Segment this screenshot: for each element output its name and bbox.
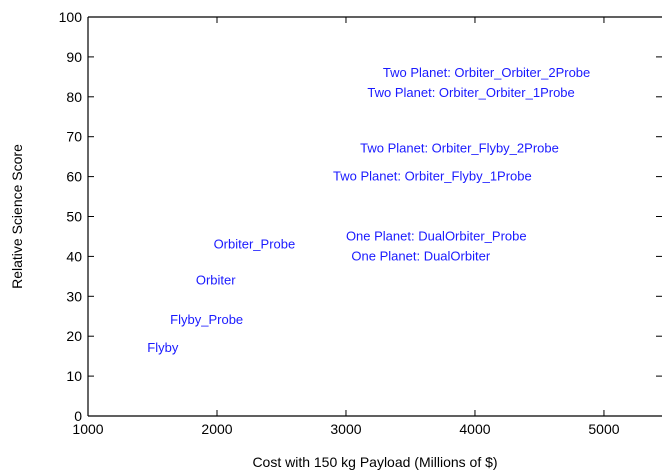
data-point-label: One Planet: DualOrbiter_Probe [346,228,527,243]
y-axis-ticks: 0 10 20 30 40 50 60 70 80 90 100 [59,9,662,424]
x-tick-label: 4000 [459,421,490,437]
point-labels: Flyby Flyby_Probe Orbiter Orbiter_Probe One … [147,65,590,355]
x-tick-label: 1000 [72,421,103,437]
data-point-label: Two Planet: Orbiter_Flyby_2Probe [360,141,559,156]
data-point-label: Orbiter [196,272,236,287]
data-point-label: One Planet: DualOrbiter [351,248,490,263]
y-tick-label: 30 [66,288,82,304]
data-point-label: Orbiter_Probe [214,236,296,251]
y-tick-label: 60 [66,169,82,185]
y-tick-label: 20 [66,328,82,344]
x-tick-label: 5000 [588,421,619,437]
data-point-label: Two Planet: Orbiter_Orbiter_2Probe [383,65,590,80]
y-tick-label: 10 [66,368,82,384]
data-point-label: Flyby [147,340,179,355]
y-tick-label: 0 [74,408,82,424]
data-point-label: Two Planet: Orbiter_Flyby_1Probe [333,169,532,184]
y-tick-label: 80 [66,89,82,105]
y-tick-label: 40 [66,248,82,264]
y-tick-label: 50 [66,209,82,225]
data-point-label: Two Planet: Orbiter_Orbiter_1Probe [367,85,574,100]
x-tick-label: 3000 [330,421,361,437]
x-axis-title: Cost with 150 kg Payload (Millions of $) [252,454,497,470]
x-axis-ticks: 1000 2000 3000 4000 5000 [72,17,620,437]
y-tick-label: 100 [59,9,83,25]
y-tick-label: 70 [66,129,82,145]
data-point-label: Flyby_Probe [170,312,243,327]
x-tick-label: 2000 [201,421,232,437]
y-axis-title: Relative Science Score [9,144,25,289]
y-tick-label: 90 [66,49,82,65]
